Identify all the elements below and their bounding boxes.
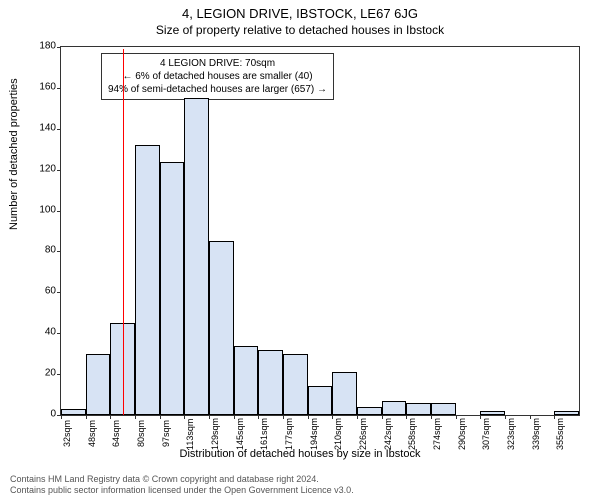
- x-tick-label: 226sqm: [358, 420, 368, 450]
- histogram-bar: [554, 411, 579, 415]
- y-tick-label: 100: [39, 204, 56, 215]
- y-tick-label: 120: [39, 163, 56, 174]
- x-tick-label: 145sqm: [235, 420, 245, 450]
- x-tick-label: 323sqm: [506, 420, 516, 450]
- x-tick-label: 97sqm: [161, 420, 171, 450]
- x-tick-label: 113sqm: [185, 420, 195, 450]
- marker-line: [123, 49, 124, 415]
- footer-line2: Contains public sector information licen…: [10, 485, 354, 496]
- y-tick-label: 140: [39, 122, 56, 133]
- y-tick-label: 160: [39, 81, 56, 92]
- histogram-bar: [283, 354, 308, 415]
- annotation-line1: 4 LEGION DRIVE: 70sqm: [108, 57, 327, 70]
- x-tick: [110, 415, 111, 419]
- chart-subtitle: Size of property relative to detached ho…: [0, 21, 600, 37]
- histogram-bar: [406, 403, 431, 415]
- x-tick: [135, 415, 136, 419]
- x-tick-label: 258sqm: [407, 420, 417, 450]
- y-tick: [57, 374, 61, 375]
- annotation-line3: 94% of semi-detached houses are larger (…: [108, 83, 327, 96]
- y-tick: [57, 88, 61, 89]
- y-tick-label: 40: [45, 327, 56, 338]
- x-tick: [61, 415, 62, 419]
- histogram-bar: [258, 350, 283, 415]
- x-tick-label: 80sqm: [136, 420, 146, 450]
- y-tick-label: 80: [45, 245, 56, 256]
- y-tick-label: 0: [50, 409, 56, 420]
- histogram-bar: [332, 372, 357, 415]
- y-axis-label: Number of detached properties: [8, 78, 20, 230]
- histogram-bar: [234, 346, 259, 416]
- x-tick-label: 177sqm: [284, 420, 294, 450]
- x-tick-label: 194sqm: [309, 420, 319, 450]
- x-tick-label: 48sqm: [87, 420, 97, 450]
- histogram-bar: [86, 354, 111, 415]
- footer: Contains HM Land Registry data © Crown c…: [10, 474, 354, 496]
- footer-line1: Contains HM Land Registry data © Crown c…: [10, 474, 354, 485]
- chart-container: 4, LEGION DRIVE, IBSTOCK, LE67 6JG Size …: [0, 0, 600, 500]
- x-tick-label: 161sqm: [259, 420, 269, 450]
- y-tick: [57, 47, 61, 48]
- histogram-bar: [61, 409, 86, 415]
- x-tick: [160, 415, 161, 419]
- x-tick-label: 307sqm: [481, 420, 491, 450]
- plot-area: 4 LEGION DRIVE: 70sqm ← 6% of detached h…: [60, 46, 580, 416]
- annotation-line2: ← 6% of detached houses are smaller (40): [108, 70, 327, 83]
- y-tick: [57, 170, 61, 171]
- histogram-bar: [357, 407, 382, 415]
- histogram-bar: [184, 98, 209, 415]
- y-tick: [57, 211, 61, 212]
- y-tick-label: 180: [39, 41, 56, 52]
- x-tick-label: 290sqm: [457, 420, 467, 450]
- histogram-bar: [431, 403, 456, 415]
- histogram-bar: [160, 162, 185, 416]
- histogram-bar: [135, 145, 160, 415]
- y-tick: [57, 129, 61, 130]
- y-tick-label: 60: [45, 286, 56, 297]
- x-tick: [86, 415, 87, 419]
- x-tick-label: 274sqm: [432, 420, 442, 450]
- x-tick-label: 242sqm: [383, 420, 393, 450]
- histogram-bar: [209, 241, 234, 415]
- y-tick: [57, 333, 61, 334]
- histogram-bar: [480, 411, 505, 415]
- chart-title: 4, LEGION DRIVE, IBSTOCK, LE67 6JG: [0, 0, 600, 21]
- x-tick-label: 64sqm: [111, 420, 121, 450]
- histogram-bar: [308, 386, 333, 415]
- x-tick-label: 210sqm: [333, 420, 343, 450]
- x-tick-label: 355sqm: [555, 420, 565, 450]
- y-tick: [57, 251, 61, 252]
- y-tick: [57, 292, 61, 293]
- y-tick-label: 20: [45, 368, 56, 379]
- x-tick-label: 129sqm: [210, 420, 220, 450]
- x-tick-label: 32sqm: [62, 420, 72, 450]
- x-tick-label: 339sqm: [531, 420, 541, 450]
- histogram-bar: [382, 401, 407, 415]
- annotation-box: 4 LEGION DRIVE: 70sqm ← 6% of detached h…: [101, 53, 334, 100]
